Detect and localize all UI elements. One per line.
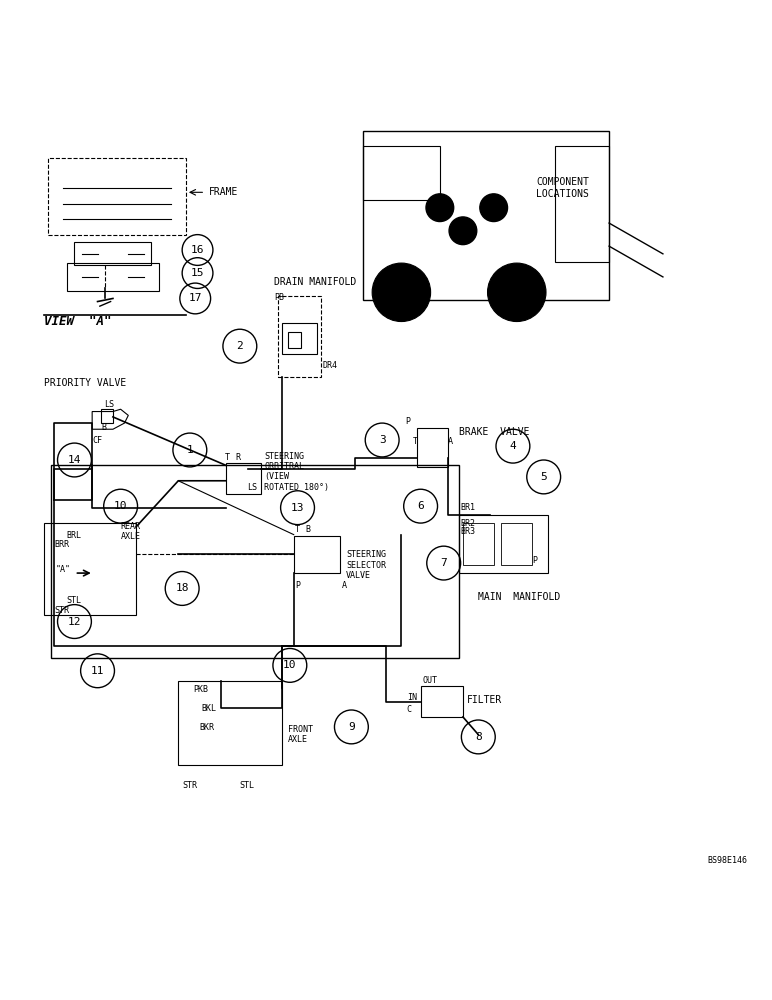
Text: R: R — [235, 453, 240, 462]
Text: 10: 10 — [283, 660, 296, 670]
Text: BR3: BR3 — [461, 527, 476, 536]
Text: 2: 2 — [236, 341, 243, 351]
Text: 18: 18 — [175, 583, 189, 593]
Text: BRAKE  VALVE: BRAKE VALVE — [459, 427, 530, 437]
Circle shape — [480, 194, 507, 222]
Text: STR: STR — [55, 606, 69, 615]
Text: BKR: BKR — [200, 723, 215, 732]
Text: BR1: BR1 — [461, 503, 476, 512]
Text: BRR: BRR — [55, 540, 69, 549]
FancyBboxPatch shape — [287, 332, 301, 348]
Text: P: P — [295, 581, 300, 590]
Text: IN: IN — [407, 693, 417, 702]
Text: 16: 16 — [191, 245, 205, 255]
Text: LS: LS — [248, 483, 258, 492]
Text: T: T — [225, 453, 229, 462]
Text: C: C — [407, 705, 411, 714]
Text: 14: 14 — [68, 455, 81, 465]
Text: DRAIN MANIFOLD: DRAIN MANIFOLD — [275, 277, 357, 287]
Text: "A": "A" — [56, 565, 70, 574]
Text: P: P — [532, 556, 537, 565]
Text: 4: 4 — [510, 441, 516, 451]
Text: STL: STL — [66, 596, 82, 605]
Text: T: T — [295, 525, 300, 534]
Text: BS98E146: BS98E146 — [707, 856, 747, 865]
Text: 13: 13 — [291, 503, 304, 513]
Text: 15: 15 — [191, 268, 205, 278]
Text: 9: 9 — [348, 722, 355, 732]
Text: STR: STR — [182, 781, 197, 790]
Text: CF: CF — [92, 436, 102, 445]
Circle shape — [372, 263, 431, 322]
Circle shape — [488, 263, 546, 322]
Text: A: A — [342, 581, 347, 590]
Text: OUT: OUT — [422, 676, 437, 685]
Text: DR4: DR4 — [323, 361, 338, 370]
Text: STEERING
ORBITRAL
(VIEW
ROTATED 180°): STEERING ORBITRAL (VIEW ROTATED 180°) — [265, 452, 330, 492]
Text: LS: LS — [103, 400, 113, 409]
Text: 17: 17 — [188, 293, 202, 303]
Text: PB: PB — [275, 293, 284, 302]
Text: A: A — [448, 437, 452, 446]
Text: 6: 6 — [417, 501, 424, 511]
Text: P: P — [405, 417, 410, 426]
Text: STEERING
SELECTOR
VALVE: STEERING SELECTOR VALVE — [346, 550, 386, 580]
Text: T: T — [413, 437, 418, 446]
Text: 12: 12 — [68, 617, 81, 627]
Text: FILTER: FILTER — [467, 695, 502, 705]
Text: MAIN  MANIFOLD: MAIN MANIFOLD — [479, 592, 560, 602]
Text: STL: STL — [240, 781, 255, 790]
Text: 10: 10 — [113, 501, 127, 511]
Text: BR2: BR2 — [461, 519, 476, 528]
Text: 3: 3 — [379, 435, 385, 445]
Circle shape — [449, 217, 477, 245]
Text: REAR
AXLE: REAR AXLE — [120, 522, 141, 541]
Circle shape — [426, 194, 454, 222]
Text: COMPONENT
LOCATIONS: COMPONENT LOCATIONS — [536, 177, 589, 199]
Text: 1: 1 — [187, 445, 193, 455]
Text: 7: 7 — [440, 558, 447, 568]
Text: 11: 11 — [91, 666, 104, 676]
Text: B: B — [305, 525, 310, 534]
Text: 5: 5 — [540, 472, 547, 482]
Text: FRAME: FRAME — [209, 187, 239, 197]
Text: 8: 8 — [475, 732, 482, 742]
Text: BRL: BRL — [66, 531, 82, 540]
Text: B: B — [101, 423, 107, 432]
Text: PKB: PKB — [194, 685, 208, 694]
Text: PRIORITY VALVE: PRIORITY VALVE — [44, 378, 126, 388]
Text: BKL: BKL — [201, 704, 216, 713]
Text: VIEW  "A": VIEW "A" — [44, 315, 111, 328]
Text: FRONT
AXLE: FRONT AXLE — [288, 725, 313, 744]
